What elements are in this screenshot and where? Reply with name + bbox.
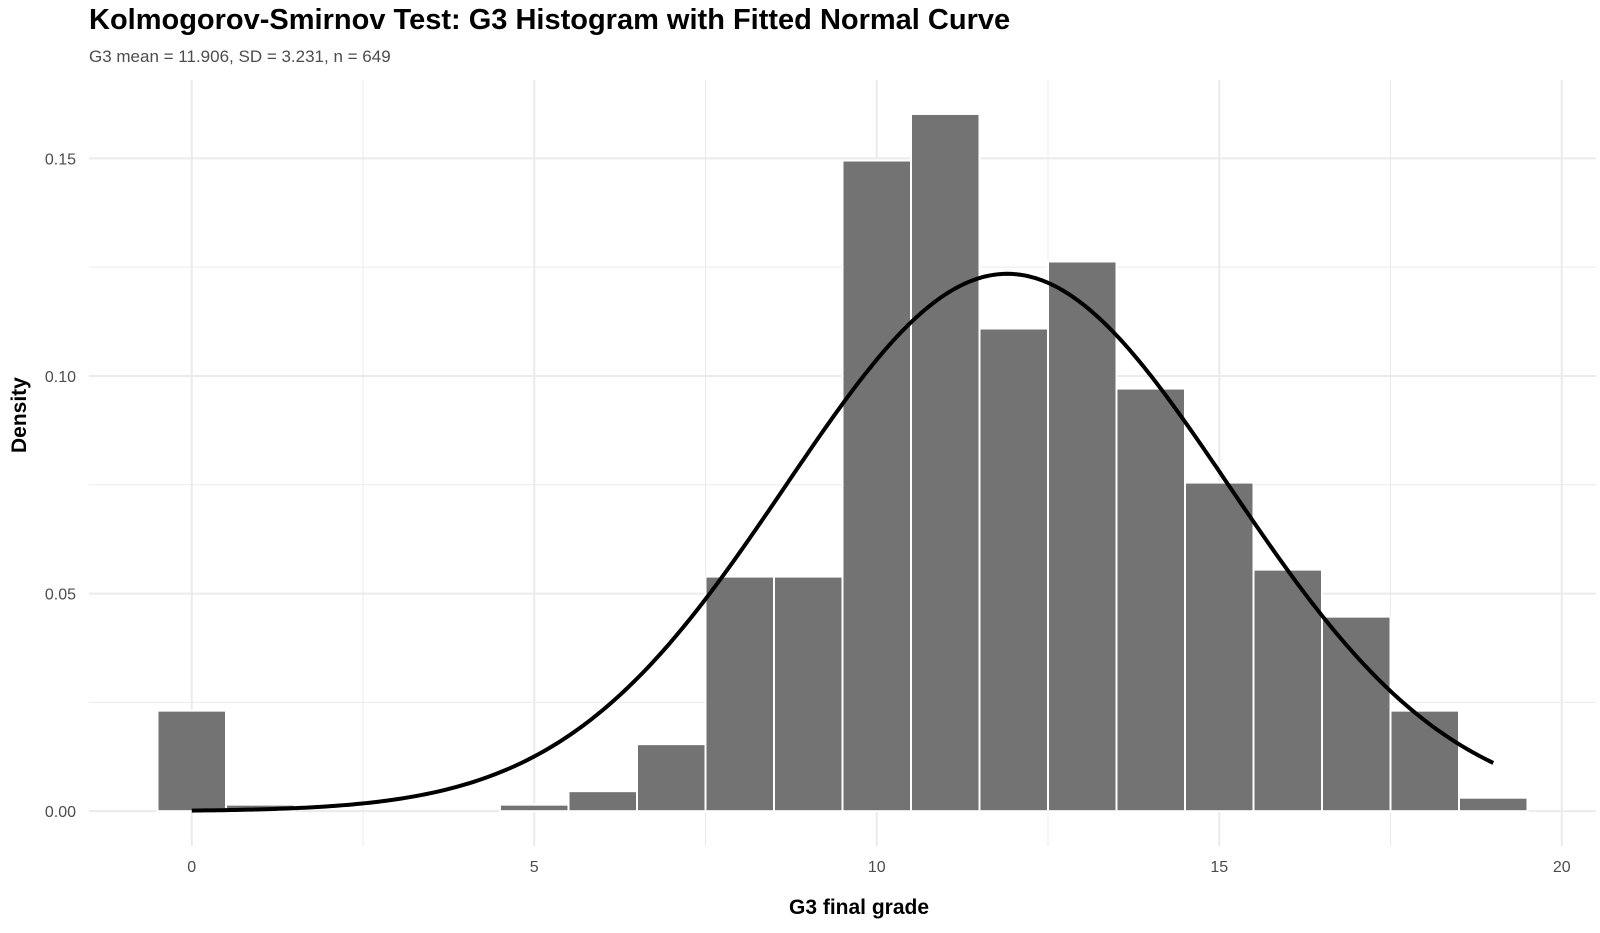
histogram-bar bbox=[636, 743, 707, 813]
histogram-bar bbox=[1389, 709, 1460, 813]
histogram-bar bbox=[841, 159, 912, 813]
normal-curve-line bbox=[191, 271, 1495, 813]
histogram-bar bbox=[499, 803, 570, 813]
normal-curve-layer bbox=[191, 271, 1495, 813]
histogram-bar bbox=[1252, 568, 1323, 813]
chart-subtitle: G3 mean = 11.906, SD = 3.231, n = 649 bbox=[89, 47, 391, 66]
x-tick-label: 15 bbox=[1210, 859, 1228, 876]
x-tick-label: 5 bbox=[530, 859, 539, 876]
histogram-bar bbox=[156, 709, 227, 813]
histogram-bar bbox=[1047, 260, 1118, 813]
histogram-bar bbox=[1115, 387, 1186, 813]
histogram-bar bbox=[773, 575, 844, 813]
y-tick-label: 0.05 bbox=[45, 587, 76, 604]
y-axis-title: Density bbox=[8, 377, 31, 453]
chart-title: Kolmogorov-Smirnov Test: G3 Histogram wi… bbox=[89, 4, 1011, 36]
x-tick-label: 20 bbox=[1553, 859, 1571, 876]
y-axis-ticks: 0.00 0.05 0.10 0.15 bbox=[45, 151, 76, 821]
histogram-bars bbox=[156, 112, 1529, 813]
histogram-bar bbox=[1184, 481, 1255, 813]
x-tick-label: 0 bbox=[187, 859, 196, 876]
histogram-bar bbox=[567, 790, 638, 813]
y-tick-label: 0.00 bbox=[45, 804, 76, 821]
y-tick-label: 0.15 bbox=[45, 151, 76, 168]
histogram-bar bbox=[978, 327, 1049, 813]
histogram-bar bbox=[1321, 615, 1392, 813]
histogram-bar bbox=[1458, 796, 1529, 813]
x-axis-title: G3 final grade bbox=[789, 896, 930, 919]
x-tick-label: 10 bbox=[868, 859, 886, 876]
x-axis-ticks: 0 5 10 15 20 bbox=[187, 859, 1570, 876]
histogram-bar bbox=[910, 112, 981, 813]
y-tick-label: 0.10 bbox=[45, 369, 76, 386]
histogram-bar bbox=[704, 575, 775, 813]
